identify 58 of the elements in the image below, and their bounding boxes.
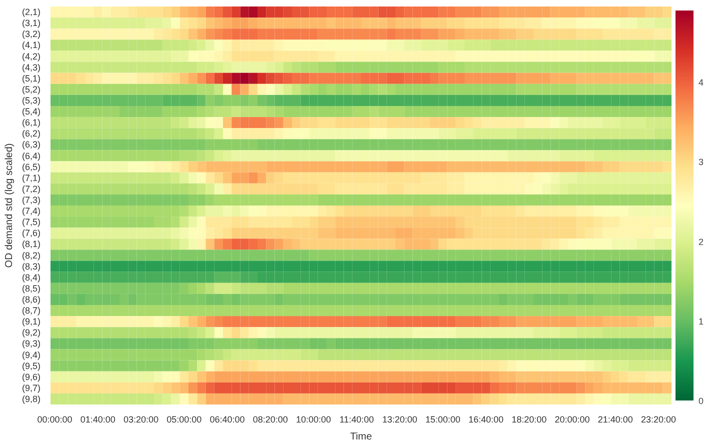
y-tick-label: (5,2) (22, 84, 41, 94)
y-tick-label: (5,3) (22, 95, 41, 106)
x-tick-label: 10:00:00 (296, 414, 332, 424)
y-tick-label: (7,2) (22, 184, 41, 194)
y-tick-label: (3,1) (22, 18, 41, 28)
y-tick-label: (6,1) (22, 118, 41, 128)
x-tick-label: 01:40:00 (80, 414, 116, 424)
x-tick-label: 15:00:00 (425, 414, 460, 424)
x-tick-label: 03:20:00 (124, 414, 159, 424)
y-tick-label: (2,1) (22, 7, 41, 18)
y-tick-label: (6,3) (22, 140, 41, 150)
x-axis-title: Time (350, 432, 372, 442)
y-tick-label: (8,7) (22, 306, 41, 316)
color-bar-label: 2 (698, 236, 704, 247)
y-tick-label: (4,1) (22, 40, 41, 50)
y-tick-label: (7,1) (22, 172, 41, 183)
y-tick-label: (9,8) (22, 394, 41, 404)
y-tick-label: (5,4) (22, 106, 41, 117)
y-tick-label: (7,6) (22, 228, 41, 238)
x-tick-label: 21:40:00 (598, 414, 633, 424)
x-tick-label: 23:20:00 (641, 414, 676, 424)
y-tick-label: (4,3) (22, 62, 41, 72)
x-tick-label: 13:20:00 (382, 414, 418, 424)
color-bar-label: 0 (698, 396, 704, 406)
x-tick-label: 20:00:00 (554, 414, 590, 424)
x-tick-label: 08:20:00 (252, 414, 288, 424)
x-tick-label: 00:00:00 (37, 414, 72, 424)
x-tick-label: 16:40:00 (468, 414, 504, 424)
y-tick-label: (4,2) (22, 51, 41, 62)
y-axis-title: OD demand std (log scaled) (4, 143, 15, 268)
color-bar-label: 4 (698, 78, 704, 88)
x-tick-label: 18:20:00 (512, 414, 547, 424)
color-bar-label: 3 (698, 157, 704, 168)
y-tick-label: (9,2) (22, 328, 41, 338)
y-tick-label: (7,4) (22, 206, 41, 216)
color-bar-label: 1 (698, 316, 704, 326)
y-tick-label: (6,4) (22, 150, 41, 161)
y-tick-label: (5,1) (22, 73, 41, 84)
y-tick-label: (8,6) (22, 294, 41, 304)
y-tick-label: (9,1) (22, 316, 41, 327)
y-tick-label: (8,2) (22, 250, 41, 260)
y-tick-label: (7,3) (22, 194, 41, 205)
x-tick-label: 05:00:00 (166, 414, 202, 424)
y-tick-label: (9,7) (22, 382, 41, 393)
y-tick-label: (8,1) (22, 239, 41, 250)
y-tick-label: (8,3) (22, 261, 41, 272)
y-tick-label: (7,5) (22, 217, 41, 228)
y-tick-label: (8,5) (22, 283, 41, 294)
y-tick-label: (9,5) (22, 360, 41, 371)
y-tick-label: (9,6) (22, 372, 41, 382)
y-tick-label: (3,2) (22, 29, 41, 40)
x-tick-label: 06:40:00 (210, 414, 245, 424)
x-tick-label: 11:40:00 (340, 414, 374, 424)
y-tick-label: (6,5) (22, 162, 41, 172)
y-tick-label: (9,4) (22, 350, 41, 360)
y-tick-label: (9,3) (22, 338, 41, 349)
y-tick-label: (6,2) (22, 128, 41, 139)
y-tick-label: (8,4) (22, 272, 41, 282)
